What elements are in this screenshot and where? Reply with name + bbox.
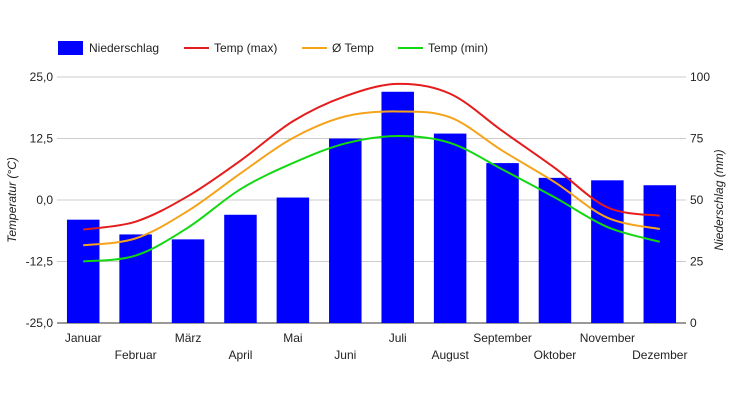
y-left-tick-label: 0,0 [36, 193, 53, 207]
legend: Niederschlag Temp (max) Ø Temp Temp (min) [58, 41, 488, 55]
precipitation-bar [591, 180, 624, 323]
y-left-tick-label: 12,5 [30, 132, 54, 146]
precipitation-bar [119, 234, 152, 323]
y-left-axis-title: Temperatur (°C) [5, 157, 19, 243]
y-left-tick-label: -12,5 [26, 255, 54, 269]
precipitation-bar [329, 138, 362, 323]
y-right-tick-label: 50 [690, 193, 704, 207]
legend-label-temp-min-line: Temp (min) [428, 41, 488, 55]
precipitation-bar [433, 133, 467, 323]
axes: -25,0 -12,5 0,0 12,5 25,0 0 25 50 75 100 Januar Feb… [5, 70, 726, 362]
y-left-tick-label: 25,0 [30, 70, 54, 84]
x-tick-label: Mai [283, 331, 302, 345]
precipitation-bar [276, 197, 310, 323]
y-right-tick-label: 100 [690, 70, 710, 84]
precipitation-bar [171, 239, 205, 323]
y-left-tick-label: -25,0 [26, 316, 54, 330]
line-series-group [83, 82, 661, 263]
temp-avg-line [83, 110, 661, 247]
gridlines [57, 76, 686, 324]
temp-max-line [83, 82, 660, 231]
precipitation-bar [643, 185, 677, 323]
precipitation-bar [224, 214, 257, 323]
legend-label-niederschlag: Niederschlag [89, 41, 159, 55]
y-right-tick-label: 25 [690, 255, 704, 269]
x-tick-label: März [175, 331, 202, 345]
precipitation-bar [381, 91, 414, 323]
legend-label-temp-avg-line: Ø Temp [332, 41, 374, 55]
x-tick-label: Dezember [632, 348, 687, 362]
x-tick-label: November [580, 331, 635, 345]
x-tick-label: Juni [334, 348, 356, 362]
x-tick-label: Januar [65, 331, 102, 345]
legend-swatch-niederschlag [58, 41, 83, 55]
bar-series [66, 91, 677, 323]
y-right-tick-label: 0 [690, 316, 697, 330]
temp-min-line [83, 135, 661, 263]
x-tick-label: Oktober [534, 348, 577, 362]
x-tick-label: August [431, 348, 469, 362]
y-right-tick-label: 75 [690, 132, 704, 146]
x-tick-label: Februar [115, 348, 157, 362]
y-right-axis-title: Niederschlag (mm) [712, 149, 726, 250]
precipitation-bar [66, 219, 100, 323]
x-tick-label: September [473, 331, 532, 345]
x-tick-label: Juli [389, 331, 407, 345]
legend-label-temp-max-line: Temp (max) [214, 41, 277, 55]
precipitation-bar [486, 163, 519, 323]
precipitation-bar [538, 177, 572, 323]
x-tick-label: April [228, 348, 252, 362]
